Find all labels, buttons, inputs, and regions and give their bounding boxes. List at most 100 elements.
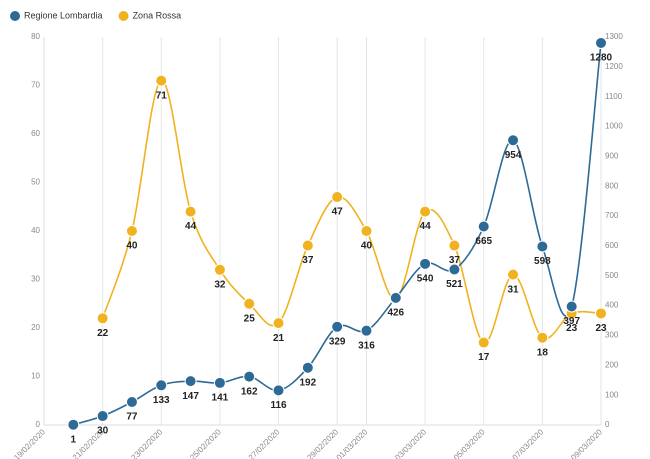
y-tick-label: 30 bbox=[31, 275, 40, 284]
data-label: 77 bbox=[126, 412, 138, 423]
data-label: 162 bbox=[241, 386, 258, 397]
y-tick-label: 60 bbox=[31, 129, 40, 138]
y2-tick-label: 400 bbox=[605, 301, 619, 310]
point bbox=[243, 297, 256, 310]
y2-tick-label: 700 bbox=[605, 211, 619, 220]
data-label: 521 bbox=[446, 279, 463, 290]
point bbox=[96, 312, 109, 325]
data-label: 71 bbox=[156, 90, 168, 101]
x-tick-label: 07/03/2020 bbox=[511, 427, 546, 459]
point bbox=[419, 205, 432, 218]
point bbox=[155, 74, 168, 87]
y2-tick-label: 900 bbox=[605, 151, 619, 160]
x-tick-label: 03/03/2020 bbox=[393, 427, 428, 459]
point bbox=[184, 205, 197, 218]
y2-tick-label: 300 bbox=[605, 331, 619, 340]
y-tick-label: 0 bbox=[36, 420, 41, 429]
point bbox=[96, 410, 109, 423]
point bbox=[595, 307, 607, 320]
x-tick-label: 19/02/2020 bbox=[12, 427, 47, 459]
data-label: 147 bbox=[182, 391, 199, 402]
data-label: 540 bbox=[417, 273, 434, 284]
point bbox=[360, 225, 373, 237]
point bbox=[125, 225, 138, 237]
y2-tick-label: 1200 bbox=[605, 62, 623, 71]
y2-tick-label: 0 bbox=[605, 420, 610, 429]
y2-tick-label: 600 bbox=[605, 241, 619, 250]
point bbox=[595, 36, 607, 49]
x-tick-label: 25/02/2020 bbox=[188, 427, 223, 459]
data-label: 32 bbox=[214, 279, 226, 290]
point bbox=[477, 220, 490, 233]
data-label: 329 bbox=[329, 336, 346, 347]
data-label: 1 bbox=[71, 434, 77, 445]
point bbox=[125, 396, 138, 409]
data-label: 30 bbox=[97, 426, 109, 437]
data-label: 18 bbox=[537, 347, 549, 358]
data-label: 40 bbox=[361, 241, 373, 252]
point bbox=[565, 300, 578, 313]
point bbox=[272, 384, 285, 397]
data-label: 44 bbox=[185, 221, 197, 232]
y-tick-label: 20 bbox=[31, 323, 40, 332]
point bbox=[272, 317, 285, 330]
data-label: 21 bbox=[273, 333, 285, 344]
point bbox=[448, 263, 461, 276]
point bbox=[448, 239, 461, 252]
y2-tick-label: 100 bbox=[605, 390, 619, 399]
x-tick-label: 01/03/2020 bbox=[335, 427, 370, 459]
data-label: 17 bbox=[478, 352, 490, 363]
y2-tick-label: 1000 bbox=[605, 122, 623, 131]
data-label: 22 bbox=[97, 328, 109, 339]
legend-marker bbox=[118, 11, 129, 21]
point bbox=[331, 320, 344, 333]
data-label: 23 bbox=[595, 323, 607, 334]
point bbox=[419, 257, 432, 270]
point bbox=[389, 291, 402, 304]
y-tick-label: 70 bbox=[31, 81, 40, 90]
point bbox=[213, 376, 226, 389]
point bbox=[155, 379, 168, 392]
x-tick-label: 27/02/2020 bbox=[247, 427, 282, 459]
data-label: 426 bbox=[387, 307, 404, 318]
legend-label: Regione Lombardia bbox=[24, 10, 103, 20]
point bbox=[184, 375, 197, 388]
y2-tick-label: 1300 bbox=[605, 32, 623, 41]
point bbox=[301, 239, 314, 252]
data-label: 1280 bbox=[590, 53, 613, 64]
x-tick-label: 23/02/2020 bbox=[129, 427, 164, 459]
point bbox=[301, 361, 314, 374]
point bbox=[331, 191, 344, 204]
y2-tick-label: 800 bbox=[605, 181, 619, 190]
data-label: 47 bbox=[332, 207, 344, 218]
data-label: 665 bbox=[475, 236, 492, 247]
data-label: 37 bbox=[449, 255, 461, 266]
point bbox=[477, 336, 490, 349]
y-tick-label: 40 bbox=[31, 226, 40, 235]
legend-marker bbox=[10, 11, 20, 21]
point bbox=[213, 263, 226, 276]
data-label: 116 bbox=[270, 400, 287, 411]
data-label: 598 bbox=[534, 256, 551, 267]
data-label: 44 bbox=[420, 221, 432, 232]
x-tick-label: 09/03/2020 bbox=[569, 427, 604, 459]
x-tick-label: 05/03/2020 bbox=[452, 427, 487, 459]
point bbox=[67, 418, 80, 431]
y2-tick-label: 200 bbox=[605, 360, 619, 369]
point bbox=[536, 240, 549, 253]
data-label: 141 bbox=[212, 393, 229, 404]
legend-label: Zona Rossa bbox=[133, 10, 182, 20]
y2-tick-label: 1100 bbox=[605, 92, 623, 101]
point bbox=[507, 268, 520, 281]
data-label: 192 bbox=[299, 377, 316, 388]
data-label: 954 bbox=[505, 150, 522, 161]
data-label: 25 bbox=[244, 313, 256, 324]
y-tick-label: 80 bbox=[31, 32, 40, 41]
data-label: 316 bbox=[358, 340, 375, 351]
data-label: 133 bbox=[153, 395, 170, 406]
data-label: 23 bbox=[566, 323, 578, 334]
point bbox=[536, 331, 549, 344]
y-tick-label: 10 bbox=[31, 372, 40, 381]
data-label: 40 bbox=[126, 241, 138, 252]
